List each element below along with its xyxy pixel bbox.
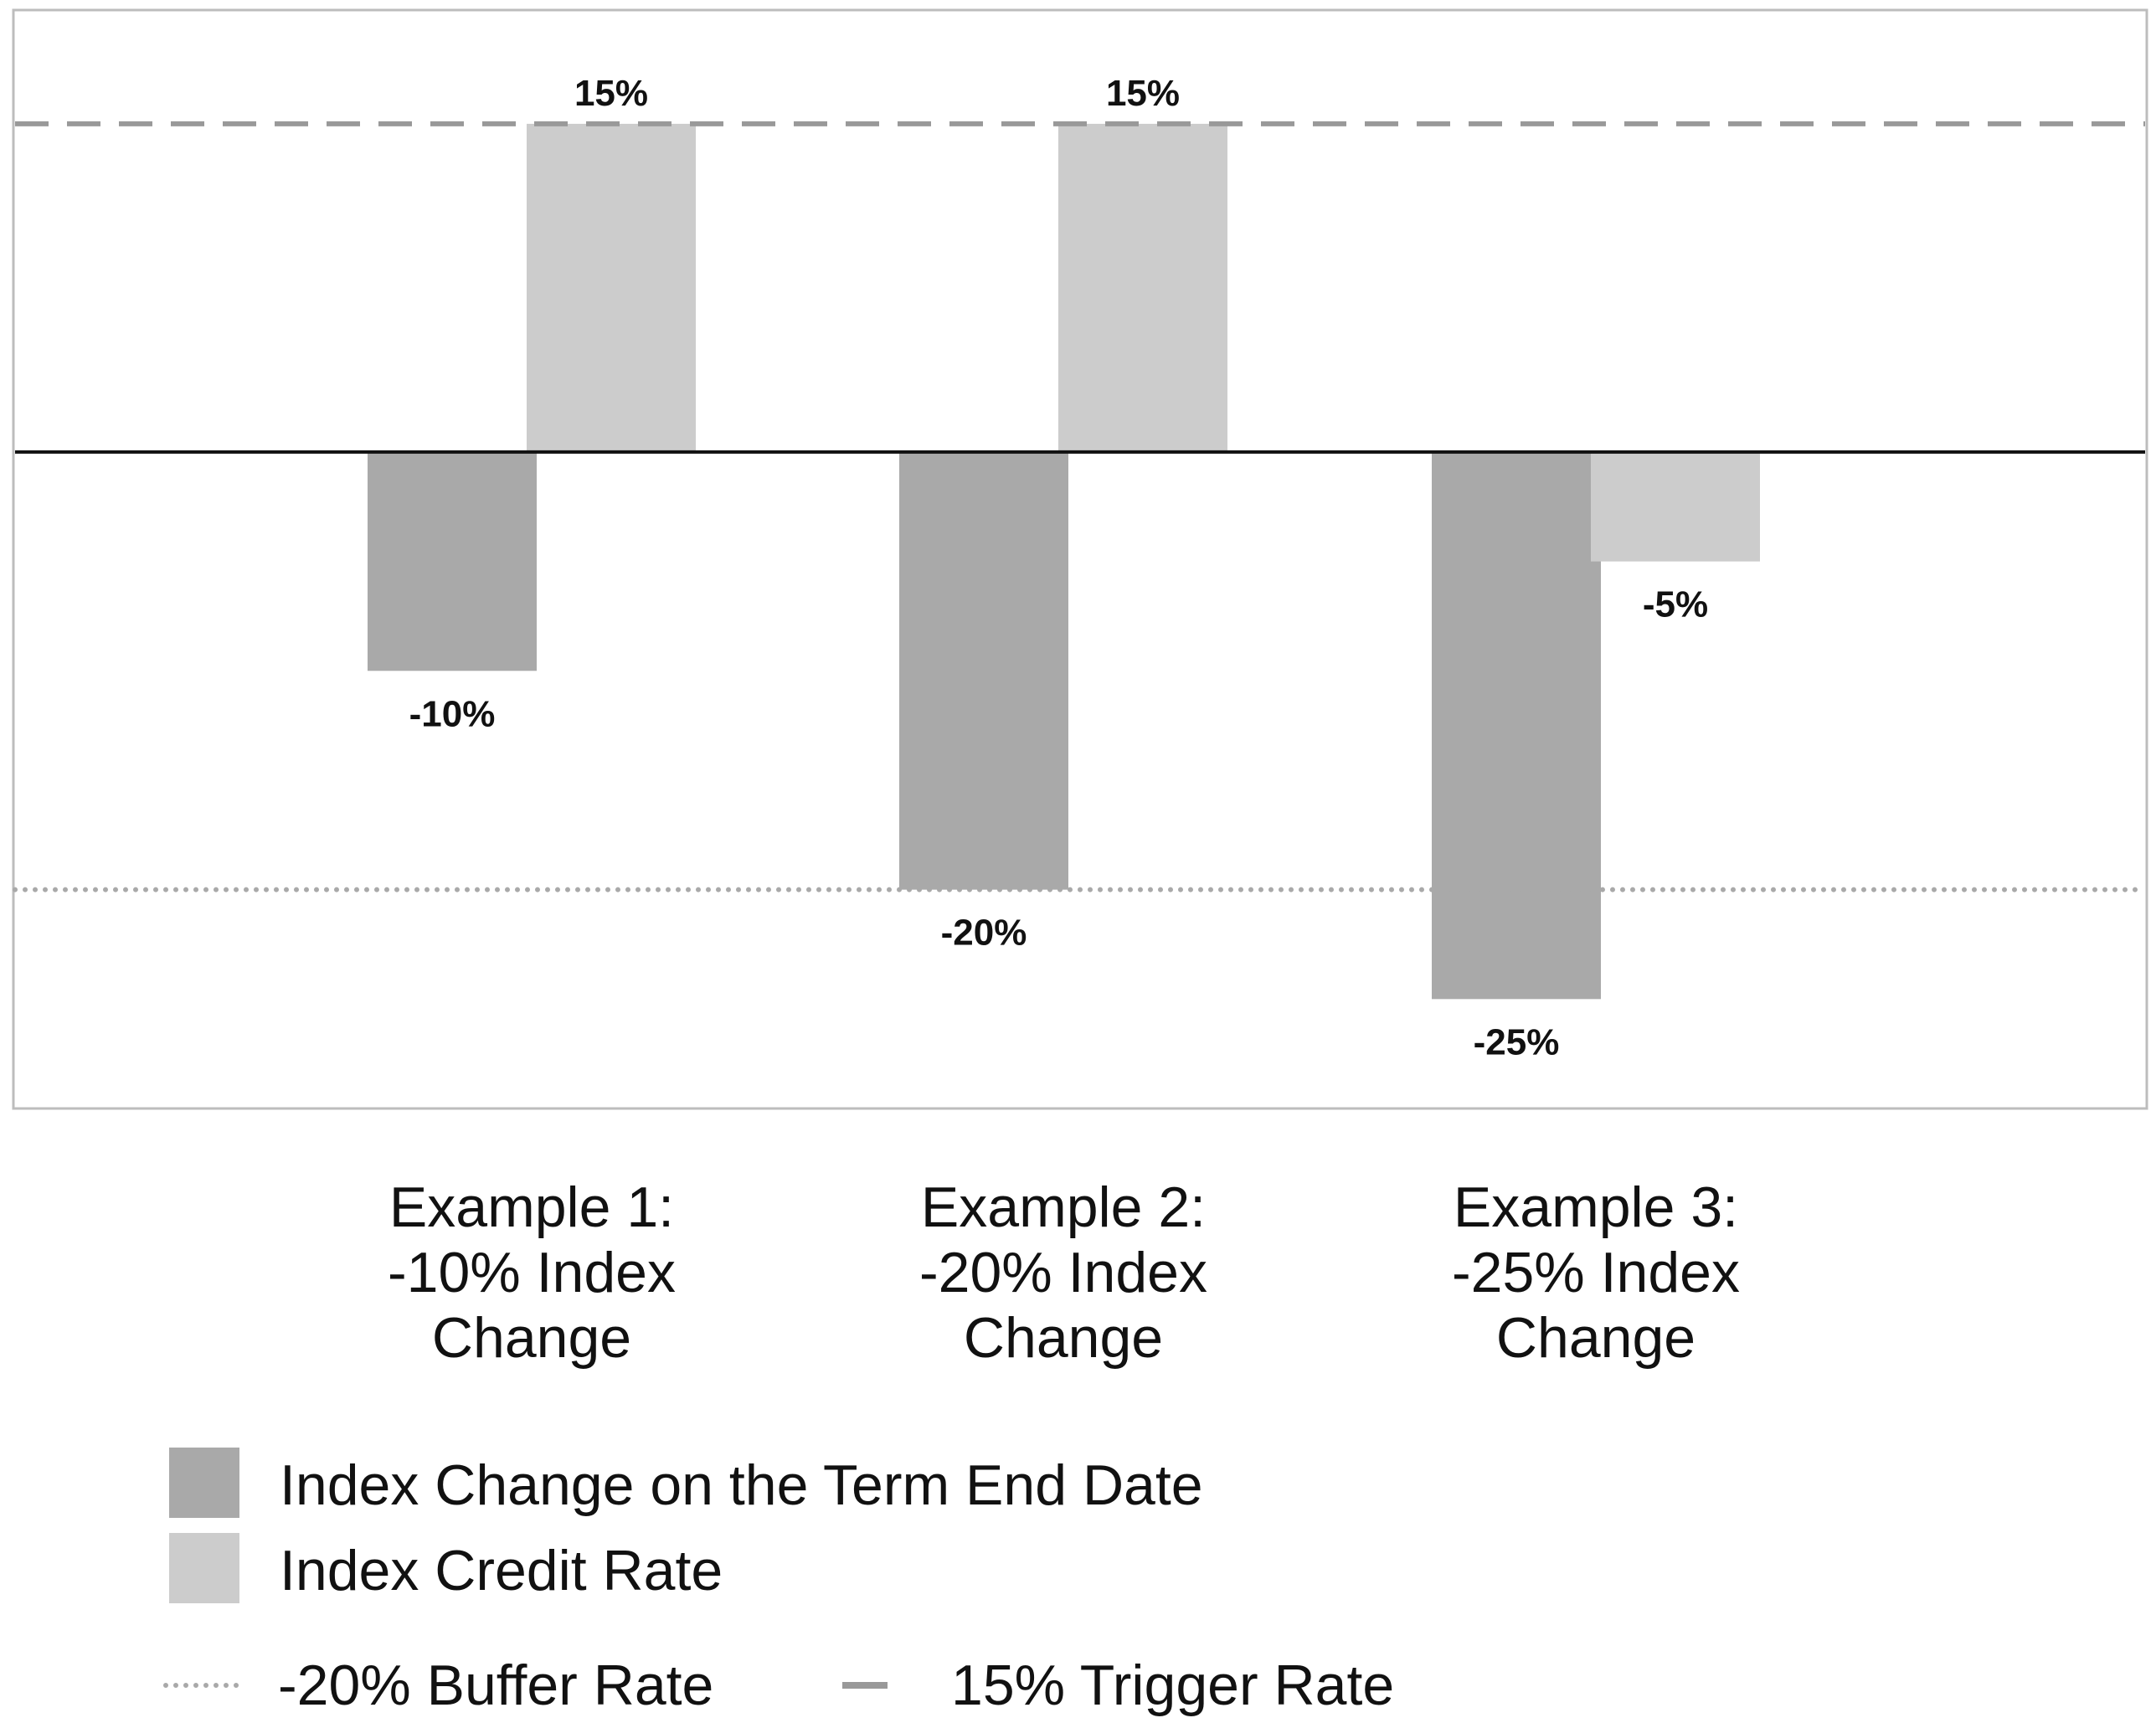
category-label-line: -25% Index [1452,1241,1740,1304]
bar-index-change-example-2 [899,451,1068,890]
category-label-line: -20% Index [919,1241,1207,1304]
bar-value-label: 15% [574,73,648,114]
bar-labels-group: -10% 15% -20% 15% -25% -5% [409,73,1708,1062]
bar-value-label: -10% [409,693,496,734]
bar-credit-rate-example-3 [1591,451,1760,562]
legend-label: -20% Buffer Rate [278,1654,713,1717]
bars-group [368,123,1760,1000]
category-label-line: -10% Index [388,1241,676,1304]
bar-value-label: 15% [1106,73,1180,114]
bar-credit-rate-example-1 [527,123,696,452]
legend-swatch-credit-rate [169,1533,239,1603]
legend-swatch-index-change [169,1448,239,1518]
reference-lines-group [13,121,2148,892]
bar-index-change-example-3 [1432,451,1601,1000]
bar-value-label: -20% [941,913,1027,954]
bar-value-label: -25% [1474,1021,1560,1062]
category-label-line: Example 1: [389,1175,674,1239]
category-label-line: Change [432,1306,631,1370]
legend-label: Index Change on the Term End Date [280,1453,1203,1517]
category-label-line: Example 3: [1454,1175,1738,1239]
plot-frame [12,8,2148,1110]
bar-index-change-example-1 [368,451,537,671]
category-label-line: Change [1496,1306,1695,1370]
bar-credit-rate-example-2 [1058,123,1227,452]
legend-label: Index Credit Rate [280,1539,723,1602]
bar-value-label: -5% [1643,584,1708,625]
category-label-line: Change [964,1306,1163,1370]
legend: Index Change on the Term End Date Index C… [163,1448,1394,1717]
legend-label: 15% Trigger Rate [951,1654,1394,1717]
category-label-line: Example 2: [921,1175,1206,1239]
